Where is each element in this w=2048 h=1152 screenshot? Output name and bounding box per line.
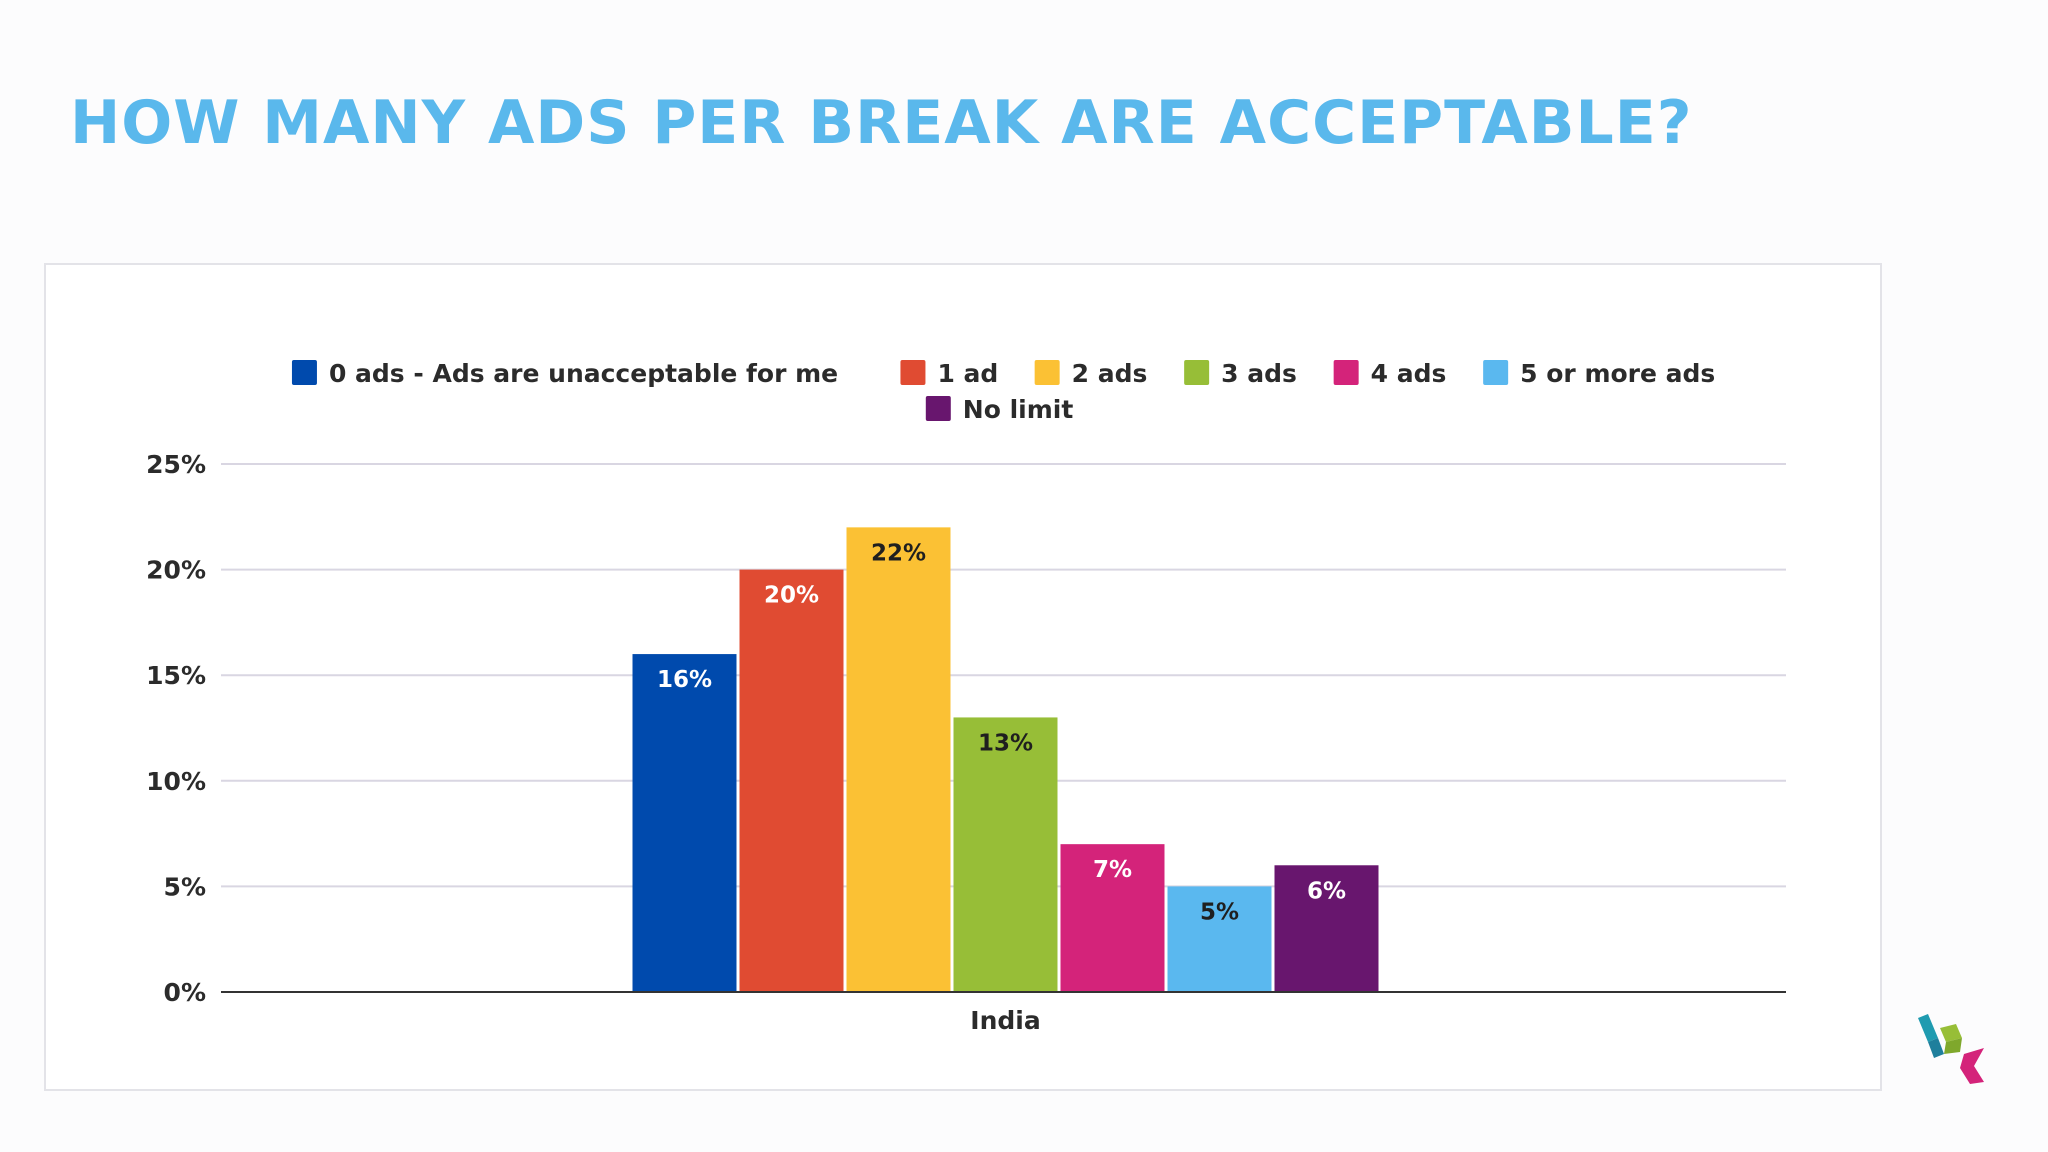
chart-card: 0% 5% 10% 15% 20% 25% 16% 20% 22% 13% 7% 5% 6% India 0… <box>44 263 1882 1091</box>
bar <box>1167 886 1272 992</box>
y-tick-label: 25% <box>146 450 206 479</box>
data-label: 16% <box>657 667 712 693</box>
legend-label: 3 ads <box>1221 359 1297 388</box>
bar <box>632 654 737 992</box>
data-label: 7% <box>1093 857 1132 883</box>
legend-label: 2 ads <box>1072 359 1148 388</box>
data-label: 13% <box>978 730 1033 756</box>
bar <box>739 569 844 992</box>
legend-label: No limit <box>963 395 1074 424</box>
data-label: 5% <box>1200 899 1239 925</box>
bar-chart: 0% 5% 10% 15% 20% 25% 16% 20% 22% 13% 7% 5% 6% India 0… <box>146 359 1786 1035</box>
bar <box>1274 865 1379 992</box>
y-tick-label: 15% <box>146 661 206 690</box>
legend-swatch <box>1034 360 1060 385</box>
data-label: 6% <box>1307 878 1346 904</box>
legend-swatch <box>925 396 951 421</box>
x-tick-label: India <box>970 1006 1040 1035</box>
legend-swatch <box>291 360 317 385</box>
y-tick-label: 5% <box>164 872 206 901</box>
legend-label: 4 ads <box>1371 359 1447 388</box>
legend-swatch <box>1333 360 1359 385</box>
y-tick-label: 0% <box>164 978 206 1007</box>
legend-label: 0 ads - Ads are unacceptable for me <box>329 359 838 388</box>
brand-logo-icon <box>1918 1014 1984 1084</box>
legend-swatch <box>900 360 926 385</box>
bar <box>953 717 1058 992</box>
data-label: 22% <box>871 540 926 566</box>
bar <box>846 527 951 992</box>
legend-swatch <box>1483 360 1509 385</box>
y-tick-label: 10% <box>146 767 206 796</box>
y-tick-label: 20% <box>146 556 206 585</box>
data-label: 20% <box>764 583 819 609</box>
page-title: HOW MANY ADS PER BREAK ARE ACCEPTABLE? <box>70 88 1693 158</box>
legend-swatch <box>1184 360 1210 385</box>
legend-label: 5 or more ads <box>1520 359 1715 388</box>
legend-label: 1 ad <box>937 359 998 388</box>
bar <box>1060 844 1165 992</box>
